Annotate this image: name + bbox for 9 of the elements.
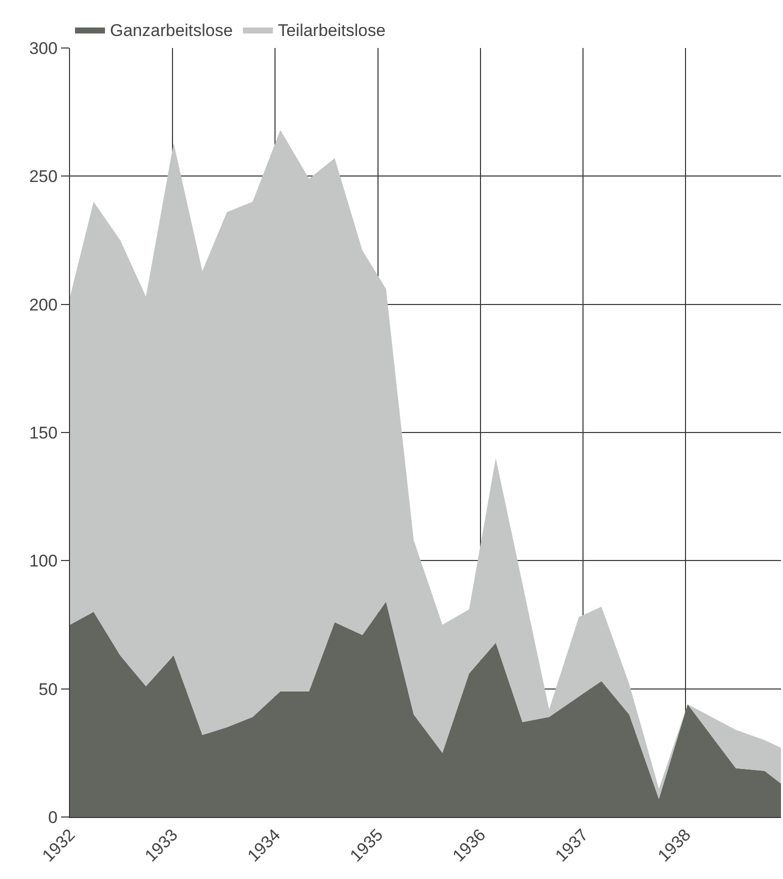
y-tick-label: 250 [29, 167, 58, 186]
y-tick-label: 0 [48, 808, 58, 827]
y-tick-label: 200 [29, 295, 58, 314]
y-tick-label: 50 [38, 680, 58, 699]
legend-label: Teilarbeitslose [278, 21, 386, 40]
y-tick-label: 100 [29, 552, 58, 571]
y-tick-label: 150 [29, 423, 58, 442]
legend-label: Ganzarbeitslose [110, 21, 233, 40]
y-tick-label: 300 [29, 38, 58, 58]
